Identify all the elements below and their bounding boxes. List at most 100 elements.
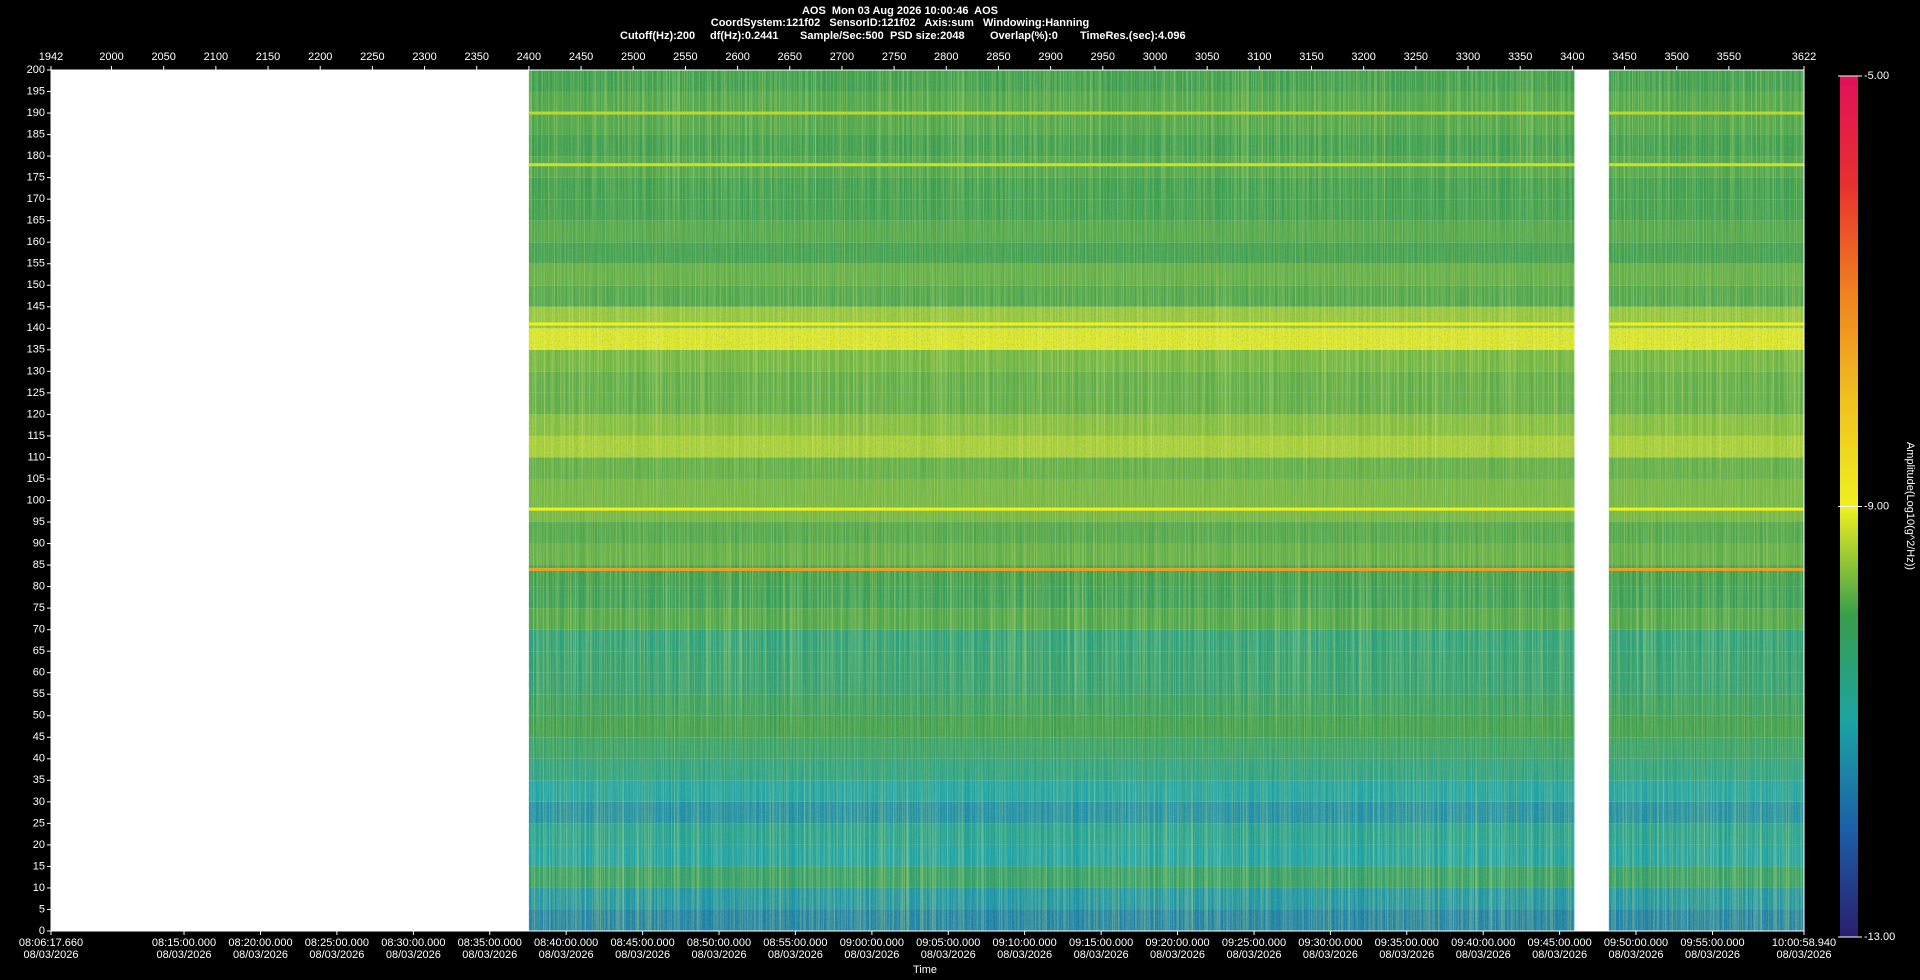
- x-tick-label: 3250: [1404, 51, 1428, 63]
- x2-tick-date: 08/03/2026: [768, 949, 823, 961]
- x2-tick-label: 09:00:00.000: [840, 937, 904, 949]
- y-tick-label: 95: [33, 516, 45, 528]
- x-tick-label: 2000: [99, 51, 123, 63]
- x2-tick-date: 08/03/2026: [1379, 949, 1434, 961]
- x2-tick-date: 08/03/2026: [1074, 949, 1129, 961]
- y-tick-label: 25: [33, 817, 45, 829]
- y-tick-label: 40: [33, 753, 45, 765]
- x-tick-label: 2400: [517, 51, 541, 63]
- x2-tick-date: 08/03/2026: [23, 949, 78, 961]
- x2-axis-label: Time: [913, 964, 937, 976]
- x-tick-label: 2550: [673, 51, 697, 63]
- y-tick-label: 135: [27, 344, 45, 356]
- x2-tick-label: 08:40:00.000: [534, 937, 598, 949]
- x-tick-label: 1942: [39, 51, 63, 63]
- x2-tick-date: 08/03/2026: [1685, 949, 1740, 961]
- x-tick-label: 3500: [1664, 51, 1688, 63]
- y-tick-label: 105: [27, 473, 45, 485]
- y-tick-label: 15: [33, 860, 45, 872]
- y-tick-label: 55: [33, 688, 45, 700]
- x-tick-label: 3050: [1195, 51, 1219, 63]
- x-tick-label: 2900: [1038, 51, 1062, 63]
- texture: [1608, 70, 1804, 931]
- y-tick-label: 20: [33, 839, 45, 851]
- x-tick-label: 2150: [256, 51, 280, 63]
- tonal-line: [528, 111, 1575, 115]
- y-tick-label: 200: [27, 64, 45, 76]
- parameter-label: Sample/Sec:500: [800, 30, 884, 42]
- y-tick-label: 70: [33, 624, 45, 636]
- y-tick-label: 180: [27, 150, 45, 162]
- y-tick-label: 140: [27, 322, 45, 334]
- y-tick-label: 80: [33, 581, 45, 593]
- x2-tick-label: 08:25:00.000: [305, 937, 369, 949]
- x2-tick-date: 08/03/2026: [1608, 949, 1663, 961]
- x-tick-label: 2600: [725, 51, 749, 63]
- tonal-line: [1608, 322, 1804, 326]
- y-tick-label: 145: [27, 301, 45, 313]
- x2-tick-label: 09:10:00.000: [993, 937, 1057, 949]
- x-tick-label: 3550: [1717, 51, 1741, 63]
- x-tick-label: 3350: [1508, 51, 1532, 63]
- x-tick-label: 3400: [1560, 51, 1584, 63]
- colorbar-tick-label: -13.00: [1864, 931, 1895, 943]
- x2-tick-date: 08/03/2026: [1226, 949, 1281, 961]
- x2-tick-date: 08/03/2026: [233, 949, 288, 961]
- x-tick-label: 2650: [778, 51, 802, 63]
- y-tick-label: 0: [39, 925, 45, 937]
- x2-tick-date: 08/03/2026: [1456, 949, 1511, 961]
- tonal-line: [528, 507, 1575, 511]
- x2-tick-date: 08/03/2026: [157, 949, 212, 961]
- tonal-line: [1608, 567, 1804, 571]
- tonal-line: [1608, 163, 1804, 167]
- colorbar-tick-label: -5.00: [1864, 70, 1889, 82]
- x2-tick-date: 08/03/2026: [309, 949, 364, 961]
- x-tick-label: 2350: [464, 51, 488, 63]
- x-tick-label: 2450: [569, 51, 593, 63]
- y-tick-label: 65: [33, 645, 45, 657]
- x2-tick-label: 09:30:00.000: [1298, 937, 1362, 949]
- y-tick-label: 85: [33, 559, 45, 571]
- x-tick-label: 3300: [1456, 51, 1480, 63]
- x2-tick-label: 09:45:00.000: [1528, 937, 1592, 949]
- x2-tick-date: 08/03/2026: [462, 949, 517, 961]
- tonal-line: [528, 322, 1575, 326]
- x-tick-label: 3200: [1351, 51, 1375, 63]
- y-tick-label: 10: [33, 882, 45, 894]
- colorbar-tick-label: -9.00: [1864, 500, 1889, 512]
- y-tick-label: 115: [27, 430, 45, 442]
- parameter-label: df(Hz):0.2441: [710, 30, 778, 42]
- x2-tick-date: 08/03/2026: [921, 949, 976, 961]
- tonal-line: [528, 567, 1575, 571]
- y-tick-label: 45: [33, 731, 45, 743]
- y-tick-label: 160: [27, 236, 45, 248]
- x2-tick-label: 09:55:00.000: [1680, 937, 1744, 949]
- x2-tick-date: 08/03/2026: [1150, 949, 1205, 961]
- y-tick-label: 185: [27, 128, 45, 140]
- x2-tick-label: 09:05:00.000: [916, 937, 980, 949]
- y-tick-label: 75: [33, 602, 45, 614]
- x2-tick-label: 08:15:00.000: [152, 937, 216, 949]
- parameter-label: Cutoff(Hz):200: [620, 30, 695, 42]
- y-tick-label: 35: [33, 774, 45, 786]
- x2-tick-date: 08/03/2026: [691, 949, 746, 961]
- x-tick-label: 2200: [308, 51, 332, 63]
- x-tick-label: 2100: [204, 51, 228, 63]
- x2-tick-date: 08/03/2026: [1532, 949, 1587, 961]
- chart-title: AOS Mon 03 Aug 2026 10:00:46 AOS: [802, 5, 998, 17]
- y-tick-label: 90: [33, 537, 45, 549]
- x-tick-label: 2950: [1091, 51, 1115, 63]
- x2-tick-date: 08/03/2026: [1303, 949, 1358, 961]
- x-tick-label: 2050: [151, 51, 175, 63]
- y-tick-label: 155: [27, 258, 45, 270]
- x2-tick-label: 09:50:00.000: [1604, 937, 1668, 949]
- x-tick-label: 3100: [1247, 51, 1271, 63]
- x2-tick-date: 08/03/2026: [844, 949, 899, 961]
- y-tick-label: 5: [39, 903, 45, 915]
- x2-tick-date: 08/03/2026: [997, 949, 1052, 961]
- x2-tick-label: 09:25:00.000: [1222, 937, 1286, 949]
- x2-tick-date: 08/03/2026: [1776, 949, 1831, 961]
- tonal-line: [528, 163, 1575, 167]
